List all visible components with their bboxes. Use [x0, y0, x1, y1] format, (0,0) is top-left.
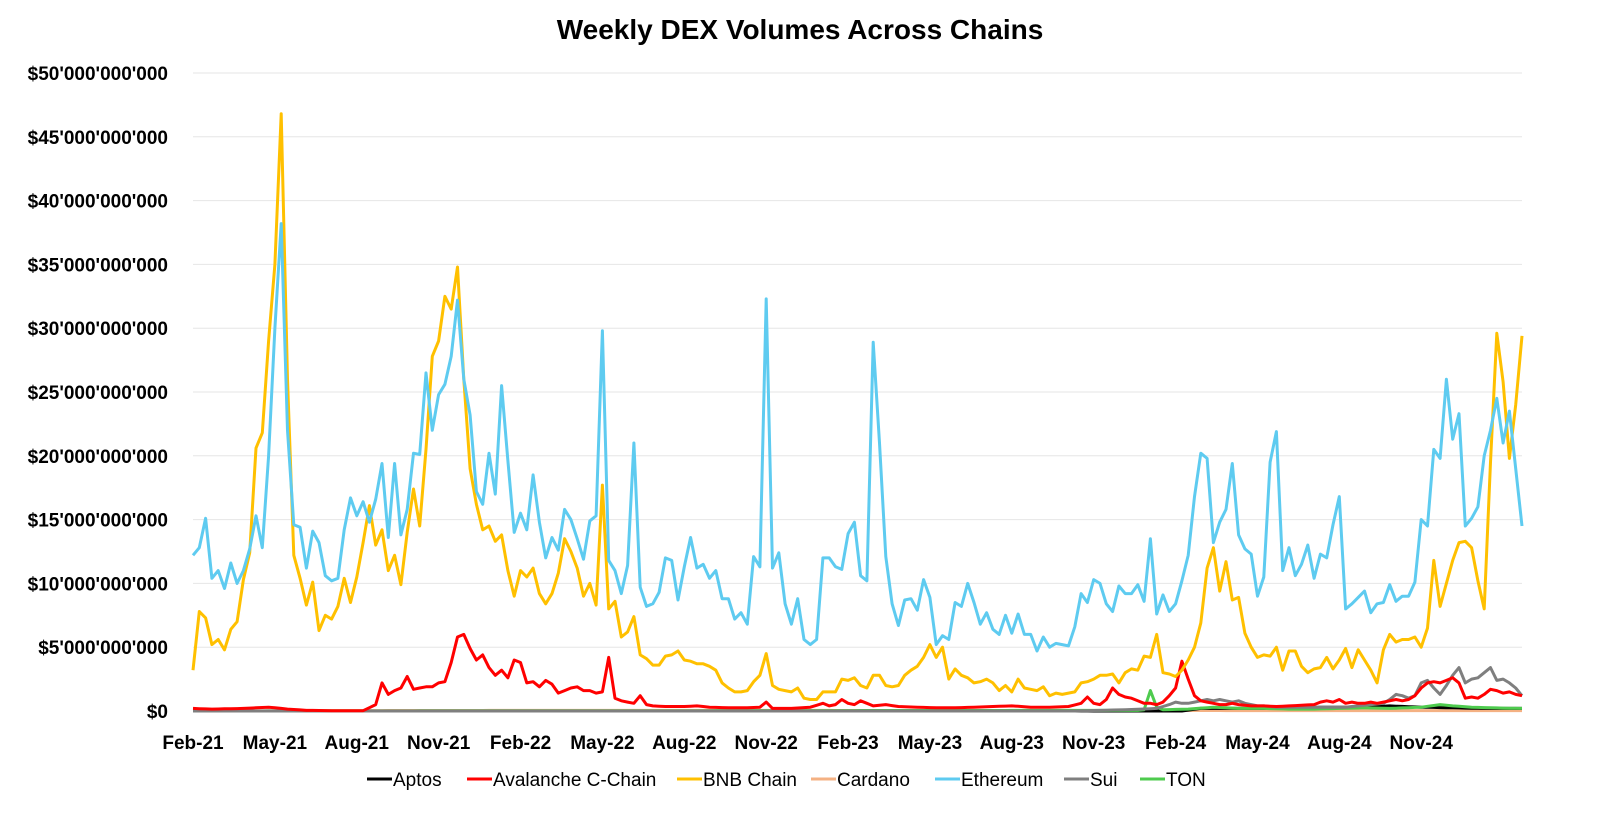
- legend-label: Sui: [1090, 770, 1117, 791]
- x-tick-label: Feb-24: [1145, 733, 1207, 754]
- y-tick-label: $30'000'000'000: [28, 319, 168, 340]
- y-tick-label: $10'000'000'000: [28, 574, 168, 595]
- x-tick-label: Aug-21: [325, 733, 390, 754]
- y-tick-label: $25'000'000'000: [28, 383, 168, 404]
- legend-label: Ethereum: [961, 770, 1043, 791]
- legend: Aptos Avalanche C-Chain BNB Chain Cardano Et…: [367, 770, 1206, 791]
- x-tick-label: May-21: [243, 733, 308, 754]
- y-tick-label: $35'000'000'000: [28, 255, 168, 276]
- series-line-ethereum: [193, 224, 1522, 651]
- x-tick-label: Nov-23: [1062, 733, 1125, 754]
- series-line-sui: [193, 668, 1522, 711]
- legend-label: Cardano: [837, 770, 910, 791]
- y-axis-tick-labels: $0 $5'000'000'000 $10'000'000'000 $15'000'0…: [28, 64, 168, 723]
- series-line-avalanche-c-chain: [193, 634, 1522, 710]
- x-tick-label: May-22: [570, 733, 634, 754]
- x-tick-label: Aug-23: [980, 733, 1044, 754]
- gridlines: [193, 73, 1522, 711]
- x-tick-label: Aug-24: [1307, 733, 1372, 754]
- x-tick-label: Nov-24: [1390, 733, 1454, 754]
- x-tick-label: Feb-21: [162, 733, 224, 754]
- x-axis-tick-labels: Feb-21 May-21 Aug-21 Nov-21 Feb-22 May-22 Aug-…: [162, 733, 1453, 754]
- series-line-bnb-chain: [193, 114, 1522, 700]
- x-tick-label: Nov-22: [734, 733, 797, 754]
- x-tick-label: Nov-21: [407, 733, 471, 754]
- legend-label: TON: [1166, 770, 1206, 791]
- legend-label: BNB Chain: [703, 770, 797, 791]
- y-tick-label: $45'000'000'000: [28, 128, 168, 149]
- x-tick-label: Feb-23: [817, 733, 878, 754]
- legend-label: Aptos: [393, 770, 442, 791]
- y-tick-label: $0: [147, 702, 168, 723]
- x-tick-label: Aug-22: [652, 733, 716, 754]
- y-tick-label: $50'000'000'000: [28, 64, 168, 85]
- series-lines: [193, 114, 1522, 711]
- x-tick-label: May-24: [1225, 733, 1290, 754]
- x-tick-label: Feb-22: [490, 733, 551, 754]
- chart-title: Weekly DEX Volumes Across Chains: [557, 14, 1044, 45]
- legend-label: Avalanche C-Chain: [493, 770, 656, 791]
- x-tick-label: May-23: [898, 733, 962, 754]
- y-tick-label: $15'000'000'000: [28, 511, 168, 532]
- y-tick-label: $20'000'000'000: [28, 447, 168, 468]
- y-tick-label: $40'000'000'000: [28, 192, 168, 213]
- y-tick-label: $5'000'000'000: [38, 638, 168, 659]
